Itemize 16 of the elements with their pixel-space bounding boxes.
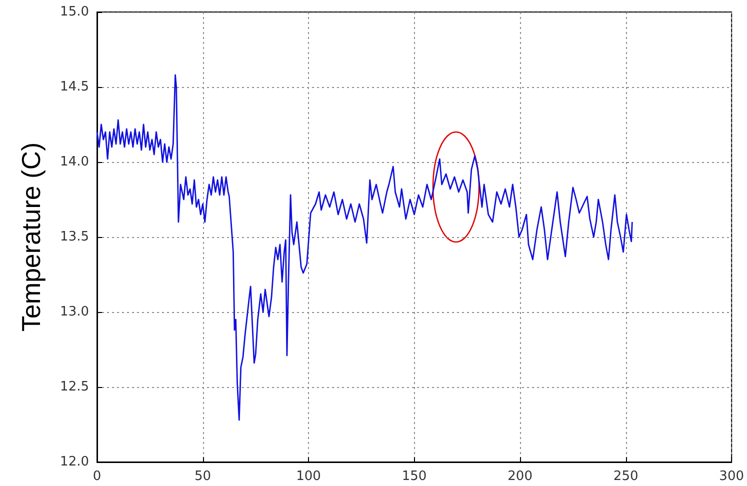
x-tick-label: 150 [402, 469, 427, 484]
line-series [96, 74, 633, 421]
y-tick-label: 12.5 [60, 380, 89, 394]
x-tick-label: 50 [194, 469, 212, 484]
x-tick-label: 100 [296, 469, 321, 484]
x-tick-label: 200 [508, 469, 532, 484]
y-tick-label: 14.0 [60, 154, 89, 170]
x-tick-label: 250 [613, 469, 638, 484]
x-tick-label: 300 [719, 469, 744, 484]
y-axis-title: Temperature (C) [16, 142, 46, 332]
y-tick-label: 14.5 [60, 80, 89, 94]
y-tick-label: 13.5 [60, 230, 89, 244]
x-tick-label: 0 [92, 469, 102, 484]
y-tick-label: 13.0 [60, 304, 89, 320]
y-tick-label: 12.0 [60, 454, 89, 470]
y-tick-label: 15.0 [60, 4, 89, 20]
